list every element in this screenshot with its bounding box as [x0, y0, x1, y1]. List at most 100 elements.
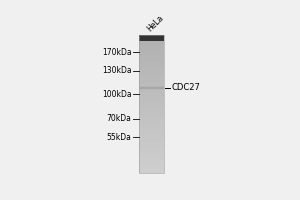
- Bar: [139, 44, 164, 45]
- Bar: [139, 68, 164, 69]
- Bar: [139, 95, 164, 96]
- Bar: [139, 56, 164, 57]
- Bar: [139, 143, 164, 144]
- Bar: [139, 125, 164, 126]
- Bar: [139, 48, 164, 49]
- Bar: [139, 59, 164, 60]
- Bar: [139, 146, 164, 147]
- Bar: [139, 131, 164, 132]
- Bar: [139, 160, 164, 161]
- Bar: [139, 158, 164, 159]
- Bar: [139, 171, 164, 172]
- Bar: [139, 42, 164, 43]
- Bar: [139, 132, 164, 133]
- Text: 100kDa: 100kDa: [102, 90, 132, 99]
- Bar: [139, 155, 164, 156]
- Bar: [139, 153, 164, 154]
- Bar: [139, 121, 164, 122]
- Bar: [139, 112, 164, 113]
- Bar: [139, 35, 164, 41]
- Bar: [139, 62, 164, 63]
- Bar: [139, 172, 164, 173]
- Bar: [139, 129, 164, 130]
- Bar: [139, 82, 164, 83]
- Bar: [139, 54, 164, 55]
- Bar: [139, 167, 164, 168]
- Bar: [139, 157, 164, 158]
- Bar: [139, 147, 164, 148]
- Bar: [139, 89, 164, 90]
- Bar: [139, 35, 164, 173]
- Bar: [139, 127, 164, 128]
- Bar: [139, 128, 164, 129]
- Bar: [139, 148, 164, 149]
- Bar: [139, 122, 164, 123]
- Bar: [139, 98, 164, 99]
- Bar: [139, 150, 164, 151]
- Bar: [139, 166, 164, 167]
- Bar: [139, 114, 164, 115]
- Bar: [139, 87, 164, 88]
- Bar: [139, 84, 164, 85]
- Bar: [139, 67, 164, 68]
- Bar: [139, 81, 164, 82]
- Bar: [139, 45, 164, 46]
- Bar: [139, 170, 164, 171]
- Bar: [139, 74, 164, 75]
- Bar: [139, 58, 164, 59]
- Bar: [139, 169, 164, 170]
- Bar: [139, 113, 164, 114]
- Bar: [139, 70, 164, 71]
- Bar: [139, 107, 164, 108]
- Bar: [139, 77, 164, 78]
- Bar: [139, 116, 164, 117]
- Bar: [139, 117, 164, 118]
- Bar: [139, 66, 164, 67]
- Bar: [139, 35, 164, 36]
- Bar: [139, 57, 164, 58]
- Bar: [139, 47, 164, 48]
- Text: 70kDa: 70kDa: [107, 114, 132, 123]
- Bar: [139, 126, 164, 127]
- Bar: [139, 69, 164, 70]
- Bar: [139, 137, 164, 138]
- Bar: [139, 164, 164, 165]
- Bar: [139, 140, 164, 141]
- Bar: [139, 105, 164, 106]
- Bar: [139, 73, 164, 74]
- Bar: [139, 118, 164, 119]
- Bar: [139, 120, 164, 121]
- Bar: [139, 86, 164, 87]
- Bar: [139, 37, 164, 38]
- Bar: [139, 108, 164, 109]
- Bar: [139, 90, 164, 91]
- Bar: [139, 162, 164, 163]
- Bar: [139, 91, 164, 92]
- Bar: [139, 49, 164, 50]
- Bar: [139, 101, 164, 102]
- Bar: [139, 72, 164, 73]
- Bar: [139, 96, 164, 97]
- Bar: [139, 85, 164, 86]
- Bar: [139, 115, 164, 116]
- Bar: [139, 50, 164, 51]
- Bar: [139, 104, 164, 105]
- Bar: [139, 65, 164, 66]
- Bar: [139, 110, 164, 111]
- Text: HeLa: HeLa: [145, 13, 165, 33]
- Bar: [139, 51, 164, 52]
- Bar: [139, 134, 164, 135]
- Bar: [139, 64, 164, 65]
- Bar: [139, 38, 164, 39]
- Bar: [139, 99, 164, 100]
- Bar: [139, 75, 164, 76]
- Bar: [139, 80, 164, 81]
- Bar: [139, 111, 164, 112]
- Bar: [139, 92, 164, 93]
- Bar: [139, 106, 164, 107]
- Bar: [139, 94, 164, 95]
- Bar: [139, 138, 164, 139]
- Bar: [139, 109, 164, 110]
- Bar: [139, 61, 164, 62]
- Bar: [139, 130, 164, 131]
